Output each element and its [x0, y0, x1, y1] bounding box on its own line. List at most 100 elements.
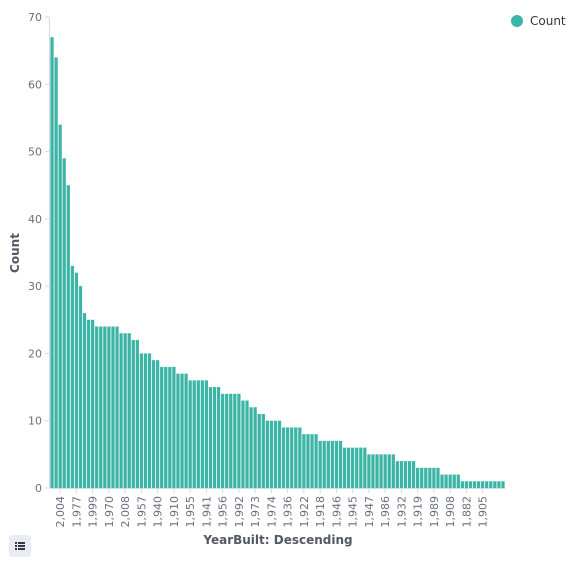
bar: [281, 427, 286, 488]
x-tick-label: 1,986: [379, 496, 392, 528]
bar: [50, 37, 54, 488]
x-tick-label: 1,973: [249, 496, 262, 528]
bar: [265, 420, 269, 488]
bar: [119, 333, 123, 488]
bar: [249, 407, 253, 488]
bar: [95, 326, 99, 488]
bar: [489, 481, 493, 488]
bar: [448, 474, 452, 488]
legend-label: Count: [530, 14, 566, 28]
y-axis-title: Count: [8, 233, 22, 273]
bar: [444, 474, 448, 488]
x-tick-label: 1,882: [460, 496, 473, 528]
x-tick-label: 1,922: [298, 496, 311, 528]
x-tick-label: 1,992: [233, 496, 246, 528]
bar: [115, 326, 119, 488]
x-tick-label: 1,905: [477, 496, 490, 528]
y-tick-label: 30: [28, 280, 42, 293]
bar: [82, 313, 87, 488]
bar: [172, 366, 176, 488]
bar: [302, 434, 306, 488]
bar: [440, 474, 444, 488]
bar: [294, 427, 298, 488]
bar: [286, 427, 290, 488]
bar: [290, 427, 294, 488]
bar: [107, 326, 111, 488]
bar: [326, 440, 330, 488]
bar: [298, 427, 302, 488]
x-tick-label: 1,989: [428, 496, 441, 528]
x-tick-label: 2,008: [119, 496, 132, 528]
bar: [204, 380, 209, 488]
bar: [330, 440, 334, 488]
bar: [127, 333, 131, 488]
bar: [221, 393, 225, 488]
bar: [322, 440, 326, 488]
bar: [424, 467, 428, 488]
bar: [208, 387, 213, 488]
bar: [188, 380, 192, 488]
x-tick-label: 1,936: [282, 496, 295, 528]
bar: [200, 380, 204, 488]
bar: [151, 360, 156, 488]
bar: [416, 467, 420, 488]
bar: [379, 454, 383, 488]
x-tick-label: 1,947: [363, 496, 376, 528]
x-tick-label: 1,957: [135, 496, 148, 528]
y-tick-label: 40: [28, 213, 42, 226]
bar: [99, 326, 103, 488]
bar: [212, 387, 217, 488]
x-axis-title: YearBuilt: Descending: [202, 533, 352, 547]
bar: [62, 158, 66, 489]
bar: [261, 413, 265, 488]
x-tick-label: 1,919: [412, 496, 425, 528]
bar: [277, 420, 282, 488]
bar: [355, 447, 359, 488]
y-tick-label: 60: [28, 78, 42, 91]
x-tick-label: 1,955: [184, 496, 197, 528]
bar: [176, 373, 180, 488]
bar: [338, 440, 343, 488]
x-tick-label: 1,970: [103, 496, 116, 528]
bar: [472, 481, 477, 488]
bar: [131, 339, 135, 488]
bar: [399, 461, 404, 488]
bar: [54, 57, 58, 488]
x-tick-label: 1,977: [70, 496, 83, 528]
bar: [273, 420, 278, 488]
bar: [436, 467, 440, 488]
bar: [334, 440, 339, 488]
bar: [363, 447, 367, 488]
bar: [58, 124, 62, 489]
bar: [452, 474, 456, 488]
bar: [269, 420, 274, 488]
bar: [135, 339, 139, 488]
x-tick-label: 1,932: [395, 496, 408, 528]
bar: [420, 467, 424, 488]
bar: [196, 380, 200, 488]
bar: [225, 393, 229, 488]
bar: [66, 185, 70, 488]
bar: [346, 447, 351, 488]
bar: [485, 481, 489, 488]
bar: [164, 366, 168, 488]
bar: [241, 400, 245, 488]
bar: [306, 434, 310, 488]
bar: [216, 387, 221, 488]
bar: [383, 454, 387, 488]
x-tick-label: 1,956: [217, 496, 230, 528]
bar: [233, 393, 237, 488]
bar: [91, 319, 95, 488]
bar: [318, 440, 322, 488]
bar: [395, 461, 399, 488]
legend-toggle-button[interactable]: [9, 535, 31, 557]
bar: [468, 481, 473, 488]
bar: [460, 481, 464, 488]
bar: [314, 434, 318, 488]
bar: [407, 461, 412, 488]
bar: [192, 380, 196, 488]
bar: [111, 326, 115, 488]
bar: [74, 272, 79, 488]
bar: [253, 407, 257, 488]
